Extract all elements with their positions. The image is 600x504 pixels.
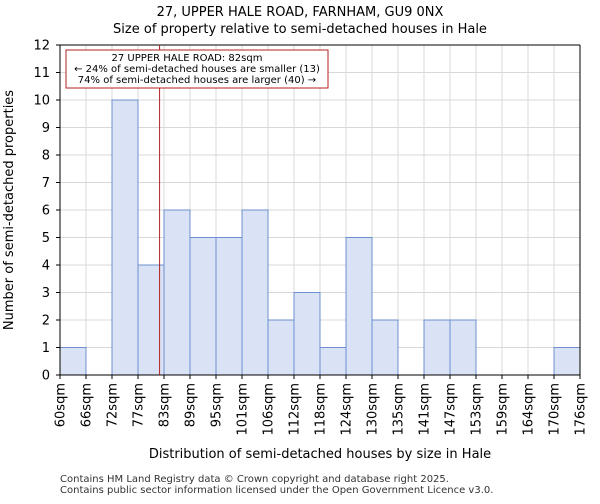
chart-subtitle: Size of property relative to semi-detach… <box>113 22 487 37</box>
bar-118sqm[interactable] <box>319 347 347 376</box>
x-tick-label-106sqm: 106sqm <box>262 383 277 436</box>
y-tick-label-11: 11 <box>33 66 50 81</box>
x-tick-label-95sqm: 95sqm <box>210 383 225 427</box>
x-axis-label: Distribution of semi-detached houses by … <box>149 447 491 462</box>
x-tick-label-118sqm: 118sqm <box>314 383 329 436</box>
footer-line-1: Contains HM Land Registry data © Crown c… <box>60 474 449 485</box>
x-tick-label-112sqm: 112sqm <box>288 383 303 436</box>
y-tick-label-1: 1 <box>42 341 50 356</box>
bar-106sqm[interactable] <box>267 319 295 376</box>
footer: Contains HM Land Registry data © Crown c… <box>60 474 493 496</box>
x-tick-label-153sqm: 153sqm <box>470 383 485 436</box>
x-tick-label-124sqm: 124sqm <box>340 383 355 436</box>
x-tick-label-141sqm: 141sqm <box>418 383 433 436</box>
x-tick-label-77sqm: 77sqm <box>132 383 147 427</box>
y-tick-label-6: 6 <box>42 204 50 219</box>
bar-141sqm[interactable] <box>423 319 451 376</box>
y-tick-label-2: 2 <box>42 314 50 329</box>
x-tick-label-101sqm: 101sqm <box>236 383 251 436</box>
bar-89sqm[interactable] <box>189 237 217 376</box>
y-tick-label-0: 0 <box>42 369 50 384</box>
x-tick-label-170sqm: 170sqm <box>548 383 563 436</box>
x-tick-label-66sqm: 66sqm <box>80 383 95 427</box>
y-tick-label-5: 5 <box>42 231 50 246</box>
bar-101sqm[interactable] <box>241 209 269 376</box>
y-axis-label: Number of semi-detached properties <box>2 90 17 330</box>
annotation-line-3: 74% of semi-detached houses are larger (… <box>78 75 316 86</box>
bar-72sqm[interactable] <box>111 99 139 376</box>
bar-83sqm[interactable] <box>163 209 191 376</box>
x-tick-label-89sqm: 89sqm <box>184 383 199 427</box>
x-tick-label-164sqm: 164sqm <box>522 383 537 436</box>
bar-124sqm[interactable] <box>345 237 373 376</box>
chart-title: 27, UPPER HALE ROAD, FARNHAM, GU9 0NX <box>157 5 444 20</box>
bar-112sqm[interactable] <box>293 292 321 376</box>
bar-147sqm[interactable] <box>449 319 477 376</box>
x-tick-label-130sqm: 130sqm <box>366 383 381 436</box>
x-tick-label-159sqm: 159sqm <box>496 383 511 436</box>
bar-77sqm[interactable] <box>137 264 165 376</box>
x-tick-label-176sqm: 176sqm <box>574 383 589 436</box>
annotation-line-1: 27 UPPER HALE ROAD: 82sqm <box>112 53 263 64</box>
y-tick-label-3: 3 <box>42 286 50 301</box>
x-tick-label-83sqm: 83sqm <box>158 383 173 427</box>
y-tick-label-10: 10 <box>33 94 50 109</box>
bar-60sqm[interactable] <box>59 347 87 376</box>
footer-line-2: Contains public sector information licen… <box>60 485 494 496</box>
x-tick-label-72sqm: 72sqm <box>106 383 121 427</box>
y-tick-label-4: 4 <box>42 259 50 274</box>
x-tick-label-135sqm: 135sqm <box>392 383 407 436</box>
annotation-line-2: ← 24% of semi-detached houses are smalle… <box>74 64 320 75</box>
y-tick-label-8: 8 <box>42 149 50 164</box>
x-tick-label-60sqm: 60sqm <box>54 383 69 427</box>
x-tick-label-147sqm: 147sqm <box>444 383 459 436</box>
bar-170sqm[interactable] <box>553 347 581 376</box>
y-tick-label-9: 9 <box>42 121 50 136</box>
annotation-box <box>65 49 329 89</box>
bar-95sqm[interactable] <box>215 237 243 376</box>
y-tick-label-7: 7 <box>42 176 50 191</box>
y-tick-label-12: 12 <box>33 39 50 54</box>
bar-130sqm[interactable] <box>371 319 399 376</box>
